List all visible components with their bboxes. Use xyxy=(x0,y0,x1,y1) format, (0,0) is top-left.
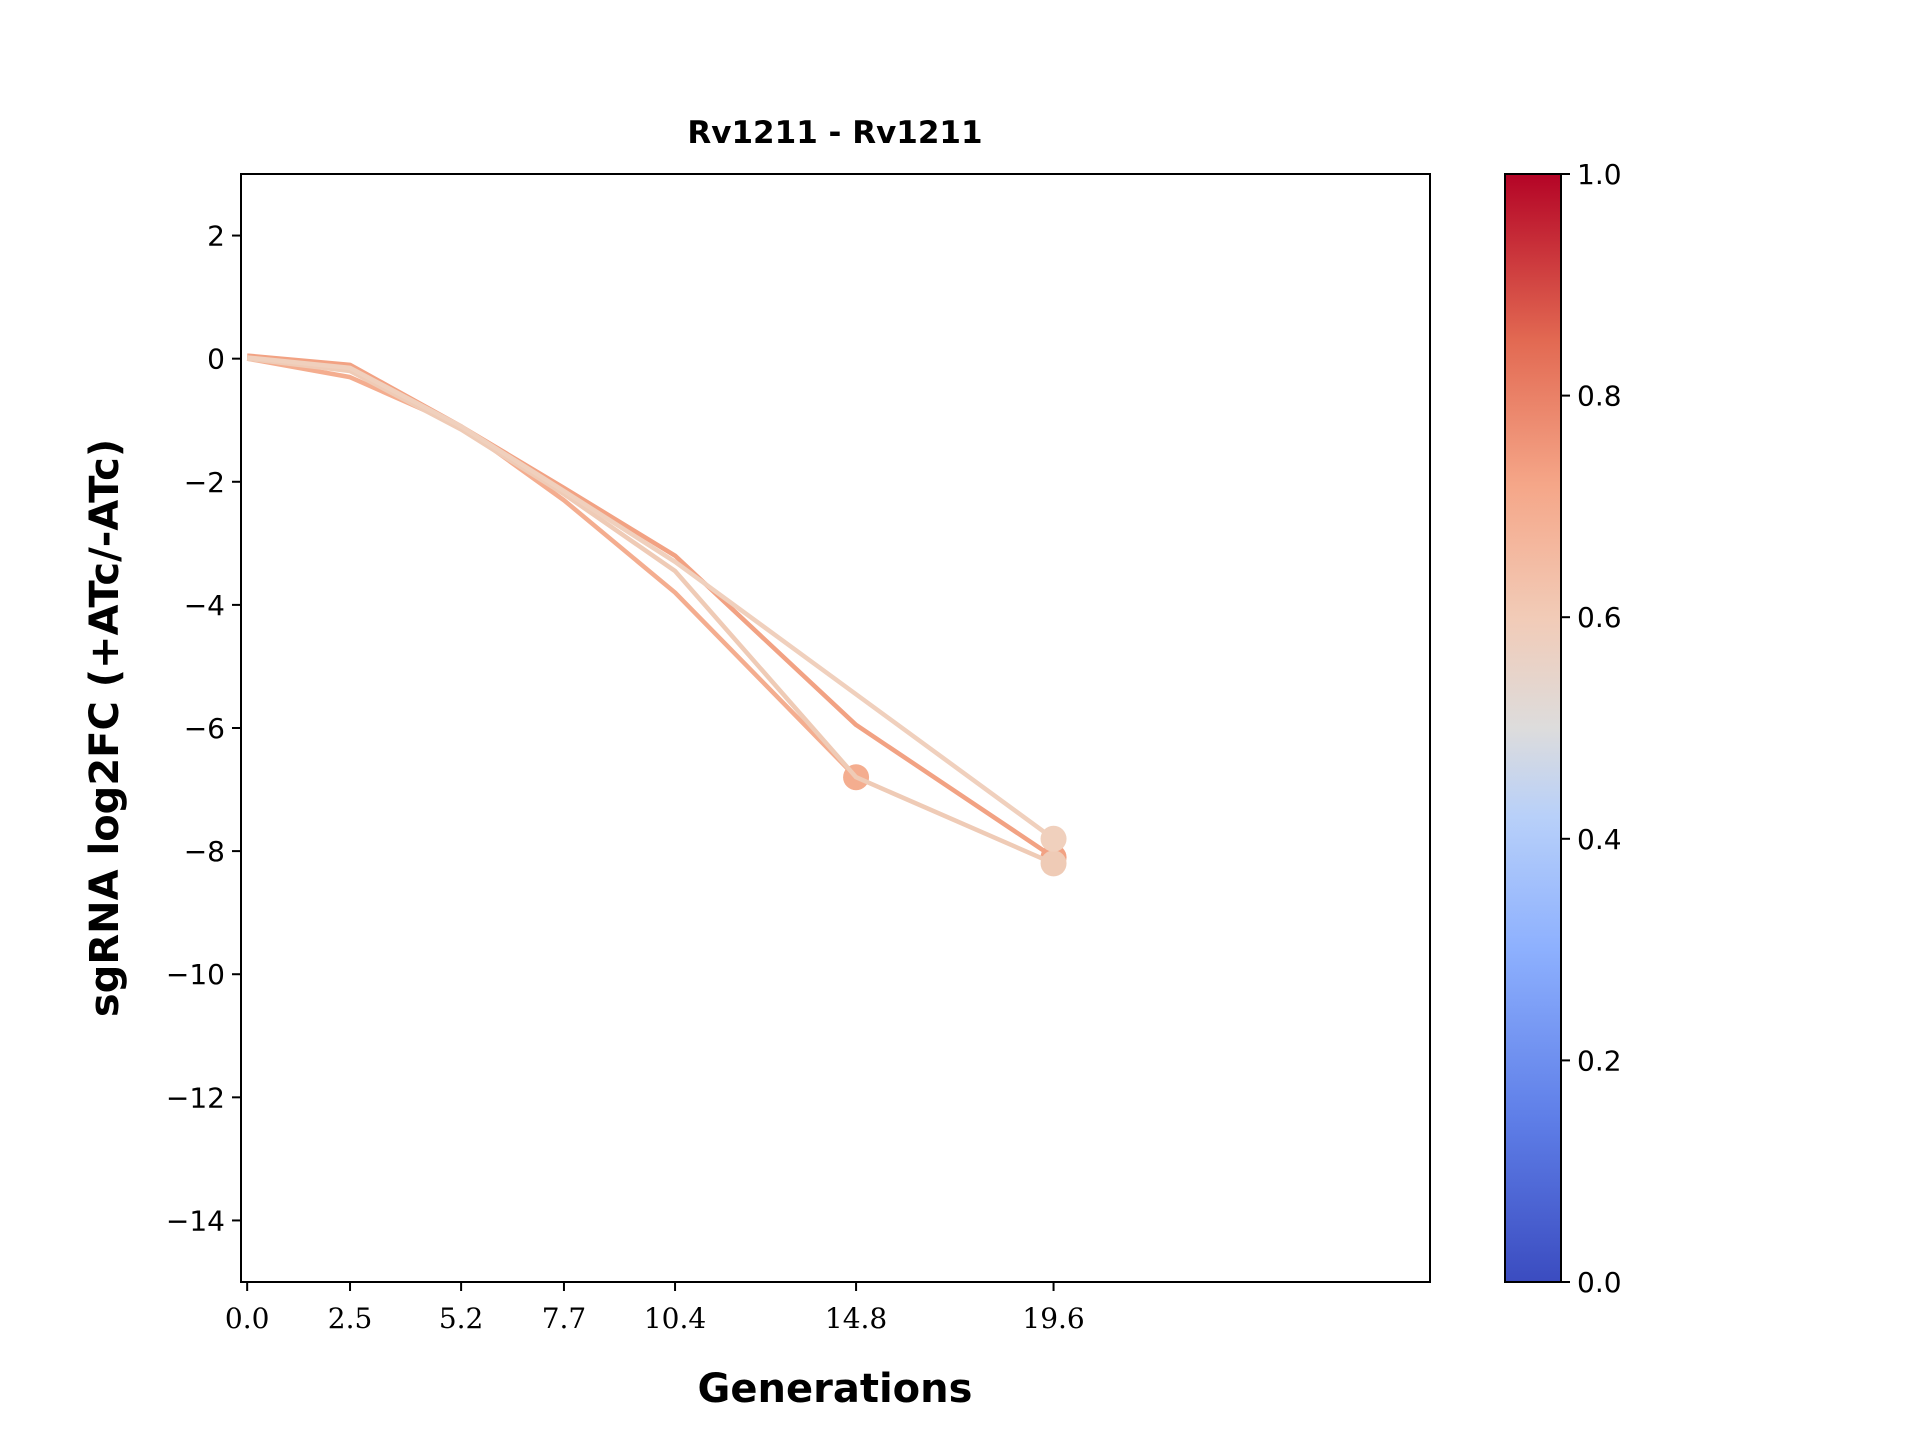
series-line-2 xyxy=(246,356,858,779)
chart-title: Rv1211 - Rv1211 xyxy=(687,115,982,151)
x-tick-label: 2.5 xyxy=(328,1302,373,1335)
y-axis-label: sgRNA log2FC (+ATc/-ATc) xyxy=(82,439,128,1017)
x-tick-label: 0.0 xyxy=(225,1302,270,1335)
colorbar-tick-label: 0.6 xyxy=(1577,601,1622,634)
colorbar-tick-label: 1.0 xyxy=(1577,158,1622,191)
y-tick-label: −4 xyxy=(184,589,225,622)
colorbar xyxy=(1504,173,1562,1283)
series-line-3 xyxy=(246,356,1055,866)
x-tick-label: 10.4 xyxy=(644,1302,706,1335)
series-end-point-3 xyxy=(1040,850,1067,877)
axes-frame xyxy=(240,173,1431,1283)
y-tick-label: −12 xyxy=(166,1081,225,1114)
x-tick-label: 5.2 xyxy=(439,1302,484,1335)
colorbar-tick-label: 0.4 xyxy=(1577,823,1622,856)
y-tick-label: −14 xyxy=(166,1204,225,1237)
x-axis-label: Generations xyxy=(698,1366,973,1412)
colorbar-tick-label: 0.0 xyxy=(1577,1266,1622,1299)
y-tick-label: −8 xyxy=(184,835,225,868)
colorbar-ticks: 0.0 0.2 0.4 0.6 0.8 1.0 xyxy=(1561,158,1622,1299)
y-tick-label: −2 xyxy=(184,466,225,499)
y-tick-label: 2 xyxy=(207,220,225,253)
colorbar-tick-label: 0.2 xyxy=(1577,1044,1622,1077)
colorbar-tick-label: 0.8 xyxy=(1577,380,1622,413)
y-tick-label: 0 xyxy=(207,343,225,376)
x-tick-label: 19.6 xyxy=(1022,1302,1084,1335)
plot-area xyxy=(246,353,1067,877)
series-line-1 xyxy=(246,353,1055,860)
y-tick-label: −10 xyxy=(166,958,225,991)
series-end-point-4 xyxy=(1040,825,1067,852)
x-tick-label: 7.7 xyxy=(542,1302,587,1335)
y-tick-label: −6 xyxy=(184,712,225,745)
series-line-4 xyxy=(246,355,1055,841)
x-tick-label: 14.8 xyxy=(825,1302,887,1335)
